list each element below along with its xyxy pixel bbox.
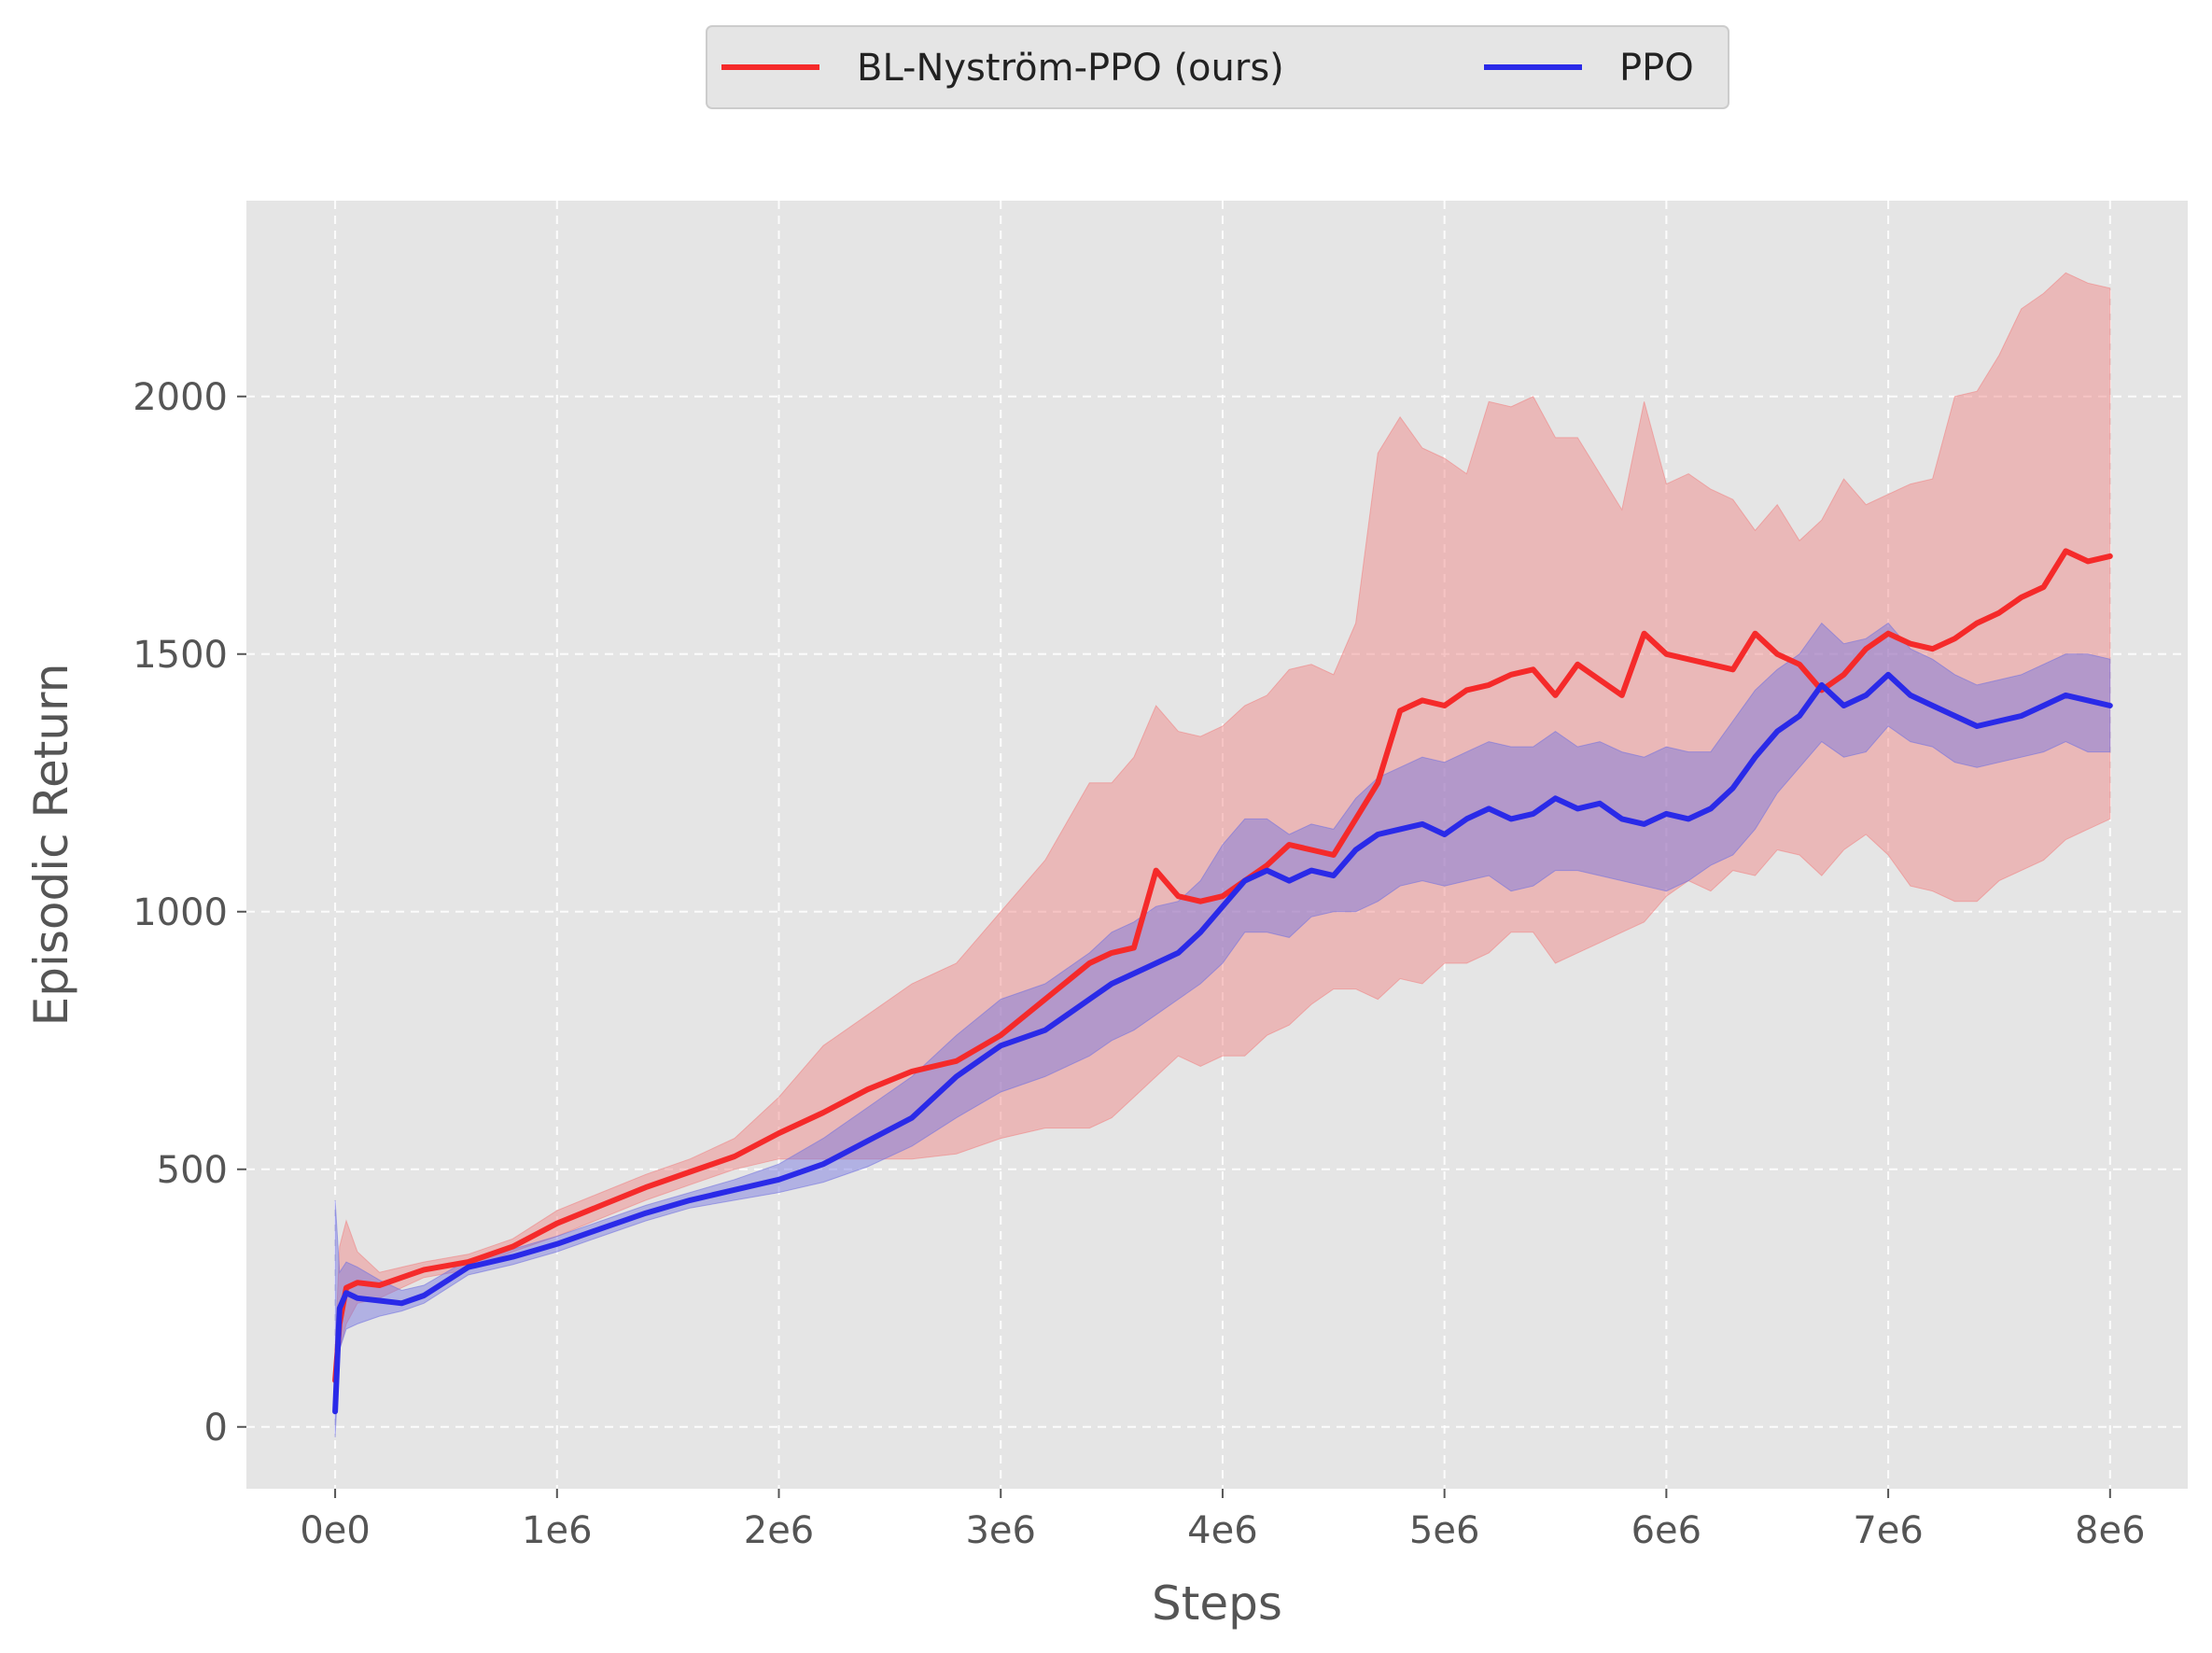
legend-label-ppo: PPO bbox=[1619, 47, 1694, 90]
line-bl-nystrom-ppo bbox=[332, 548, 2113, 1384]
x-axis-label: Steps bbox=[1152, 1576, 1282, 1631]
x-axis-ticks: 0e0 1e6 2e6 3e6 4e6 5e6 6e6 7e6 8e6 bbox=[300, 1489, 2146, 1552]
confidence-bands bbox=[334, 272, 2111, 1437]
x-tick-label: 4e6 bbox=[1187, 1509, 1258, 1552]
x-tick-label: 6e6 bbox=[1631, 1509, 1702, 1552]
y-tick-label: 2000 bbox=[133, 376, 228, 419]
x-tick-label: 2e6 bbox=[744, 1509, 815, 1552]
legend: BL-Nyström-PPO (ours) PPO bbox=[706, 25, 1729, 109]
line-ppo bbox=[332, 671, 2113, 1415]
plot-background bbox=[246, 201, 2188, 1489]
y-axis-label: Episodic Return bbox=[24, 664, 78, 1027]
x-tick-label: 3e6 bbox=[965, 1509, 1036, 1552]
x-tick-label: 1e6 bbox=[522, 1509, 593, 1552]
band-bl-nystrom-ppo bbox=[334, 272, 2111, 1392]
x-tick-label: 8e6 bbox=[2075, 1509, 2146, 1552]
band-ppo bbox=[334, 622, 2111, 1437]
x-tick-label: 7e6 bbox=[1853, 1509, 1924, 1552]
series-lines bbox=[332, 548, 2113, 1415]
y-tick-label: 1500 bbox=[133, 634, 228, 677]
legend-label-bl-nystrom-ppo: BL-Nyström-PPO (ours) bbox=[857, 47, 1284, 90]
y-axis-ticks: 0 500 1000 1500 2000 bbox=[133, 376, 246, 1450]
x-tick-label: 0e0 bbox=[300, 1509, 371, 1552]
y-tick-label: 500 bbox=[157, 1149, 228, 1192]
y-tick-label: 0 bbox=[204, 1407, 228, 1450]
legend-box bbox=[706, 25, 1729, 109]
y-tick-label: 1000 bbox=[133, 891, 228, 934]
x-tick-label: 5e6 bbox=[1409, 1509, 1480, 1552]
